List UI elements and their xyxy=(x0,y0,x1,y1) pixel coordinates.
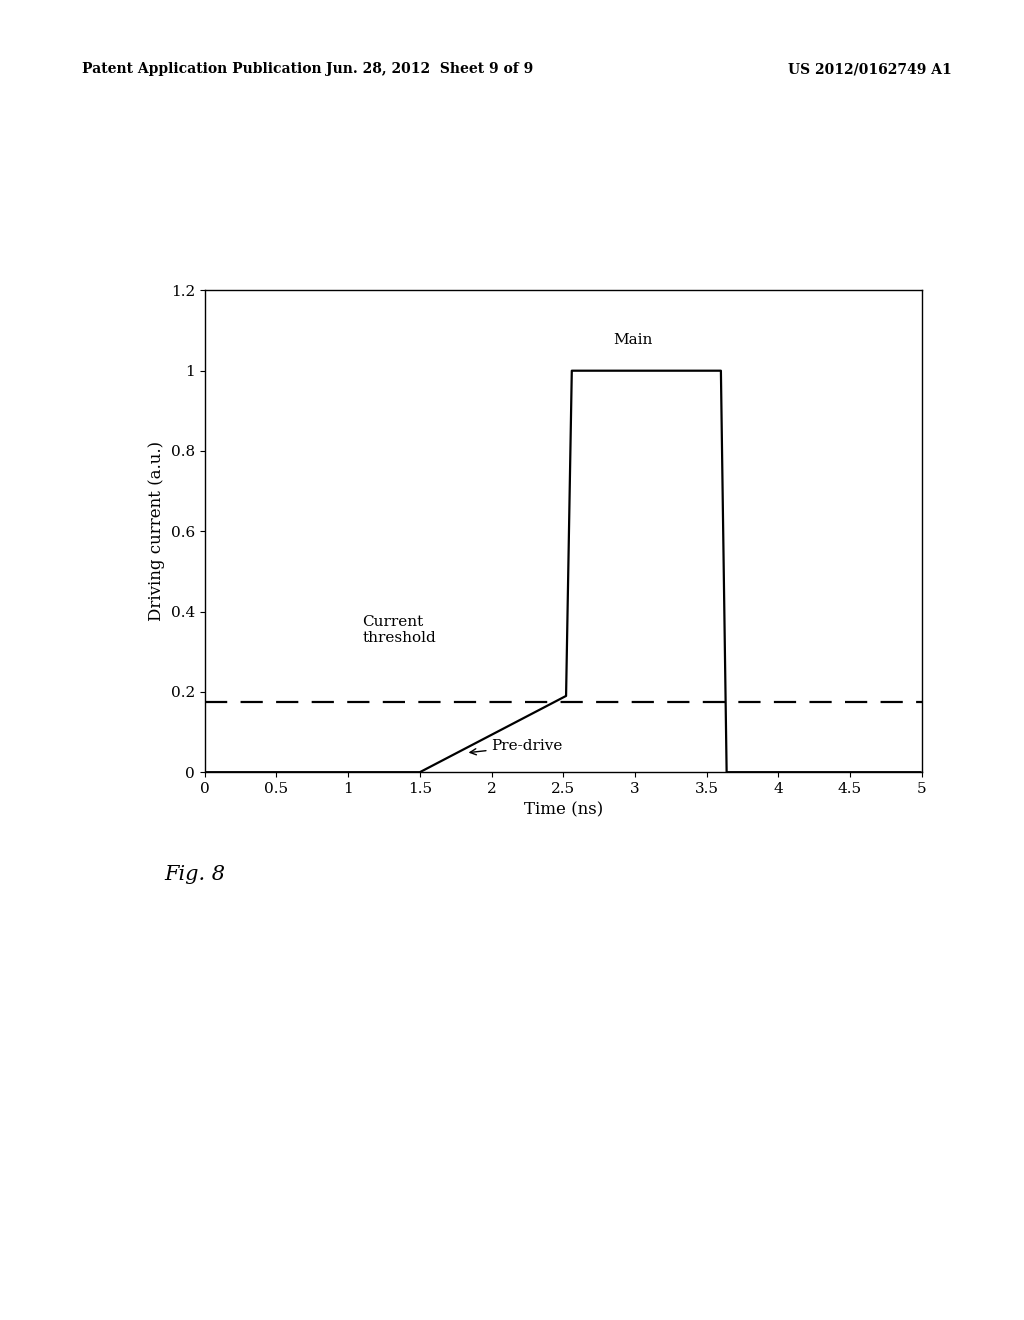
Text: Jun. 28, 2012  Sheet 9 of 9: Jun. 28, 2012 Sheet 9 of 9 xyxy=(327,62,534,77)
Text: Patent Application Publication: Patent Application Publication xyxy=(82,62,322,77)
X-axis label: Time (ns): Time (ns) xyxy=(523,801,603,818)
Text: US 2012/0162749 A1: US 2012/0162749 A1 xyxy=(788,62,952,77)
Text: Current
threshold: Current threshold xyxy=(362,615,436,645)
Text: Fig. 8: Fig. 8 xyxy=(164,865,225,883)
Y-axis label: Driving current (a.u.): Driving current (a.u.) xyxy=(148,441,165,622)
Text: Main: Main xyxy=(613,333,652,347)
Text: Pre-drive: Pre-drive xyxy=(470,739,563,755)
